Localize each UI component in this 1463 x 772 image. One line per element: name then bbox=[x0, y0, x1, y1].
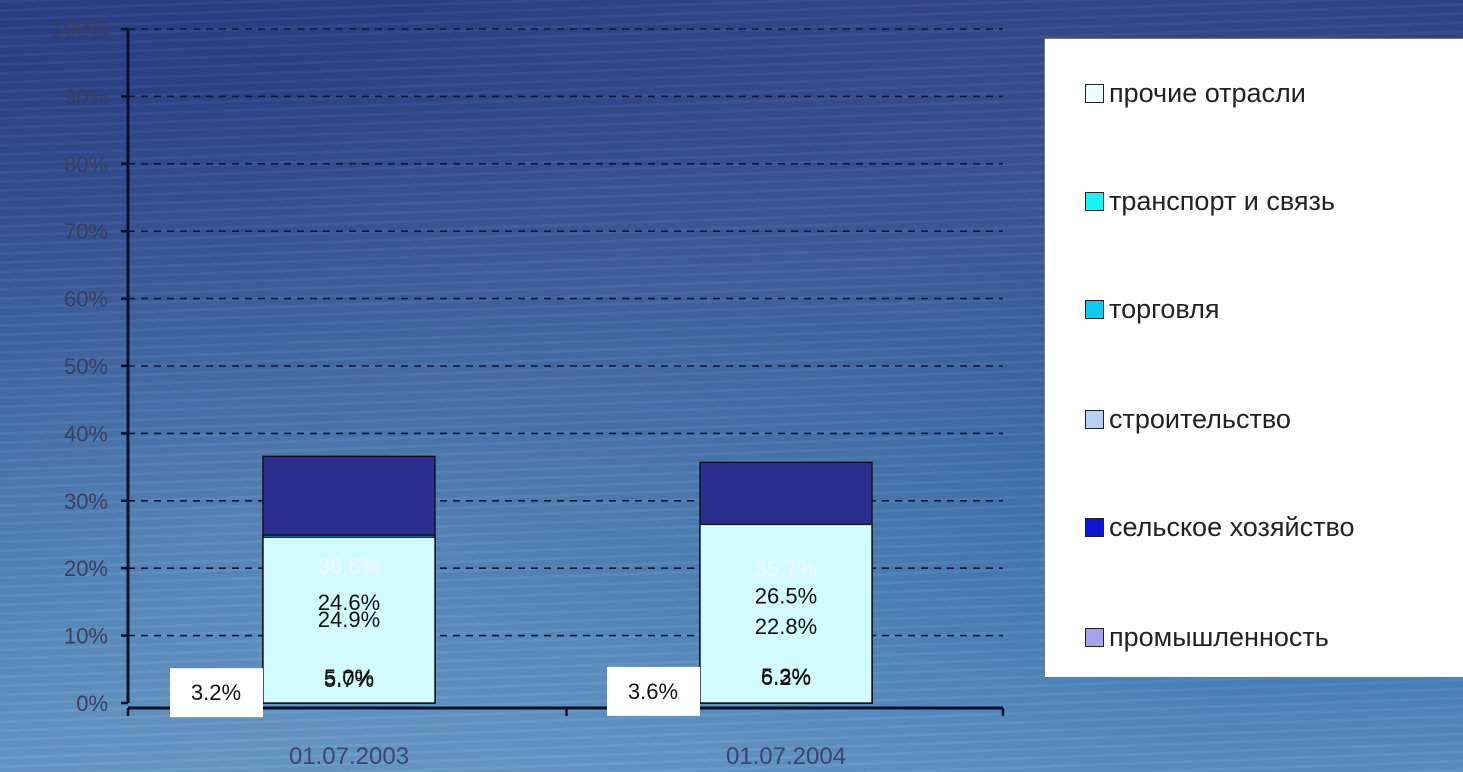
data-label: 26.5% bbox=[755, 584, 817, 609]
bar-segment bbox=[699, 523, 873, 704]
legend-swatch bbox=[1085, 299, 1104, 319]
data-label: 5.7% bbox=[324, 667, 374, 692]
legend-swatch bbox=[1085, 83, 1104, 103]
data-label: 6.2% bbox=[761, 665, 811, 690]
data-labels: 36.6% 3.2% 5.0% 24.9% 5.7% 24.6% 35.7% 3.6% 5.3%… bbox=[170, 554, 817, 718]
x-category-label: 01.07.2004 bbox=[726, 743, 846, 770]
legend-label: промышленность bbox=[1109, 621, 1329, 652]
data-label: 5.0% bbox=[324, 665, 374, 690]
data-label: 35.7% bbox=[755, 557, 817, 582]
legend: прочие отрасли транспорт и связь торговля с… bbox=[1044, 38, 1463, 678]
legend-label: сельское хозяйство bbox=[1109, 511, 1355, 542]
y-tick-label: 100% bbox=[52, 17, 108, 42]
y-tick-label: 70% bbox=[64, 219, 108, 244]
y-tick-label: 50% bbox=[64, 354, 108, 379]
data-label: 3.6% bbox=[628, 679, 678, 704]
legend-label: прочие отрасли bbox=[1109, 77, 1306, 108]
bar-segment bbox=[262, 536, 436, 704]
data-label: 3.2% bbox=[191, 680, 241, 705]
data-label: 22.8% bbox=[755, 614, 817, 639]
data-label-callout-box bbox=[607, 666, 700, 716]
y-tick-label: 60% bbox=[64, 287, 108, 312]
y-tick-label: 90% bbox=[64, 84, 108, 109]
legend-label: строительство bbox=[1109, 403, 1291, 434]
data-label: 24.9% bbox=[318, 607, 380, 632]
y-tick-label: 10% bbox=[64, 624, 108, 649]
y-tick-label: 0% bbox=[76, 691, 108, 716]
legend-item: торговля bbox=[1085, 289, 1219, 329]
legend-swatch bbox=[1085, 517, 1104, 537]
y-tick-label: 20% bbox=[64, 556, 108, 581]
y-tick-label: 30% bbox=[64, 489, 108, 514]
legend-swatch bbox=[1085, 191, 1104, 211]
y-tick-label: 80% bbox=[64, 152, 108, 177]
legend-label: транспорт и связь bbox=[1109, 185, 1335, 216]
x-category-label: 01.07.2003 bbox=[289, 743, 409, 770]
data-label-callout-box bbox=[170, 668, 263, 718]
legend-label: торговля bbox=[1109, 293, 1220, 324]
legend-item: сельское хозяйство bbox=[1085, 507, 1355, 547]
legend-swatch bbox=[1085, 627, 1104, 647]
axes: 0% 10% 20% 30% 40% 50% 60% 70% 80% 90% 100% 01.07.2… bbox=[52, 17, 1005, 770]
y-tick-label: 40% bbox=[64, 421, 108, 446]
legend-swatch bbox=[1085, 409, 1104, 429]
legend-item: строительство bbox=[1085, 399, 1291, 439]
legend-item: транспорт и связь bbox=[1085, 181, 1335, 221]
data-label: 5.3% bbox=[761, 664, 811, 689]
bars bbox=[262, 455, 873, 704]
data-label: 24.6% bbox=[318, 590, 380, 615]
data-label: 36.6% bbox=[318, 554, 380, 579]
legend-item: прочие отрасли bbox=[1085, 73, 1306, 113]
legend-item: промышленность bbox=[1085, 617, 1329, 657]
